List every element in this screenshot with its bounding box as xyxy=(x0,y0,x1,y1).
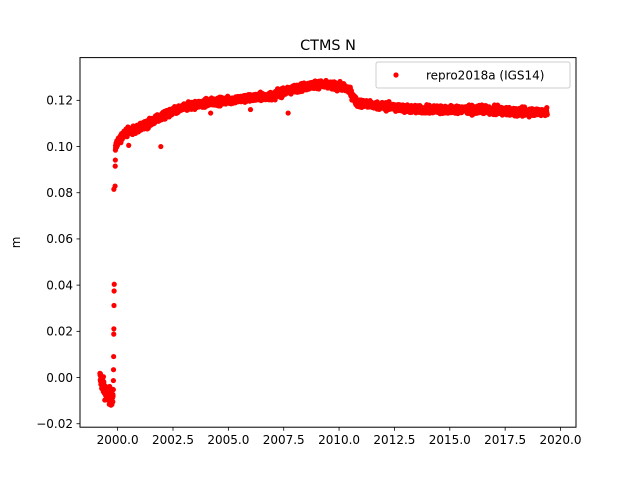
data-point xyxy=(112,157,118,163)
legend: repro2018a (IGS14) xyxy=(375,61,571,89)
data-point xyxy=(110,393,116,399)
x-tick-label: 2012.5 xyxy=(373,433,415,447)
x-tick-label: 2002.5 xyxy=(152,433,194,447)
y-tick-label: 0.06 xyxy=(46,232,73,246)
y-tick-label: 0.08 xyxy=(46,186,73,200)
legend-label: repro2018a (IGS14) xyxy=(426,69,544,83)
data-point xyxy=(544,104,550,111)
data-point xyxy=(110,399,116,405)
x-tick-label: 2017.5 xyxy=(484,433,526,447)
data-point xyxy=(110,387,116,393)
data-point-outlier xyxy=(111,186,117,192)
legend-box xyxy=(375,61,571,89)
y-axis-label: m xyxy=(9,237,23,249)
y-axis: −0.02 0.00 0.02 0.04 0.06 0.08 0.10 0.12 xyxy=(36,94,80,431)
y-tick-label: 0.04 xyxy=(46,278,73,292)
data-point-outlier xyxy=(158,143,164,150)
y-tick-label: 0.10 xyxy=(46,140,73,154)
data-points xyxy=(97,77,550,408)
data-point xyxy=(111,302,117,309)
data-point-outlier xyxy=(126,142,132,148)
x-tick-label: 2015.0 xyxy=(429,433,471,447)
data-point xyxy=(100,374,107,380)
data-point xyxy=(111,331,117,337)
y-tick-label: 0.00 xyxy=(46,371,73,385)
data-point xyxy=(110,377,116,384)
x-tick-label: 2005.0 xyxy=(207,433,249,447)
y-tick-label: −0.02 xyxy=(36,417,73,431)
y-tick-label: 0.12 xyxy=(46,94,73,108)
data-point xyxy=(111,353,117,360)
data-point-outlier xyxy=(285,110,291,116)
data-point xyxy=(111,281,117,287)
data-point-outlier xyxy=(208,110,214,116)
data-point xyxy=(112,163,118,169)
data-point xyxy=(111,326,117,332)
legend-marker xyxy=(393,72,399,78)
x-tick-label: 2020.0 xyxy=(540,433,582,447)
data-point xyxy=(111,288,117,294)
plot-frame xyxy=(79,57,577,428)
x-axis: 2000.0 2002.5 2005.0 2007.5 2010.0 2012.5 2015… xyxy=(97,427,582,447)
data-point-outlier xyxy=(247,106,254,113)
data-point xyxy=(544,112,550,118)
x-tick-label: 2000.0 xyxy=(97,433,139,447)
x-tick-label: 2010.0 xyxy=(318,433,360,447)
data-point xyxy=(110,367,117,373)
x-tick-label: 2007.5 xyxy=(263,433,305,447)
chart-title: CTMS N xyxy=(300,38,356,54)
y-tick-label: 0.02 xyxy=(46,325,73,339)
